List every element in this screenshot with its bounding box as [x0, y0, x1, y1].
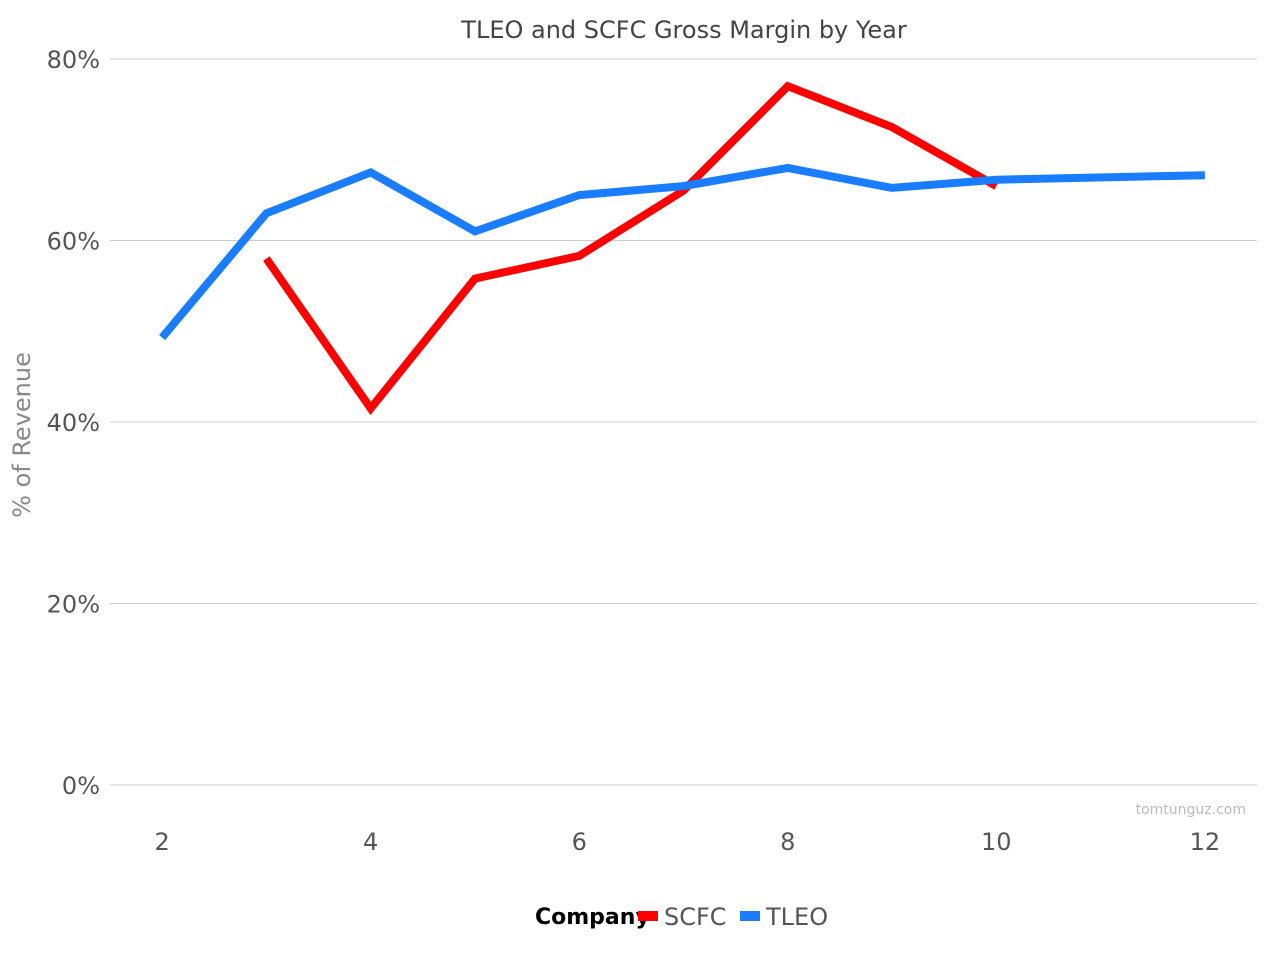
x-tick-label: 2	[154, 828, 169, 856]
chart-title: TLEO and SCFC Gross Margin by Year	[460, 16, 907, 44]
x-axis-ticks: 2 4 6 8 10 12	[154, 828, 1220, 856]
watermark-text: tomtunguz.com	[1136, 802, 1246, 818]
y-tick-label: 40%	[47, 409, 100, 437]
y-tick-label: 80%	[47, 46, 100, 74]
legend: Company SCFC TLEO	[535, 903, 828, 931]
y-axis-ticks: 0% 20% 40% 60% 80%	[47, 46, 100, 800]
legend-label-scfc: SCFC	[664, 903, 727, 931]
x-tick-label: 8	[780, 828, 795, 856]
series-lines	[159, 81, 1205, 416]
legend-label-tleo: TLEO	[765, 903, 828, 931]
x-tick-label: 12	[1190, 828, 1221, 856]
x-tick-label: 6	[572, 828, 587, 856]
legend-swatch-tleo	[740, 911, 760, 921]
y-axis-label: % of Revenue	[8, 352, 36, 518]
gridlines	[110, 58, 1257, 786]
x-tick-label: 10	[981, 828, 1012, 856]
series-line-scfc	[263, 81, 999, 416]
y-tick-label: 20%	[47, 591, 100, 619]
y-tick-label: 0%	[62, 772, 100, 800]
x-tick-label: 4	[363, 828, 378, 856]
legend-swatch-scfc	[638, 911, 658, 921]
y-tick-label: 60%	[47, 228, 100, 256]
series-line-tleo	[159, 163, 1205, 341]
legend-title: Company	[535, 905, 650, 930]
